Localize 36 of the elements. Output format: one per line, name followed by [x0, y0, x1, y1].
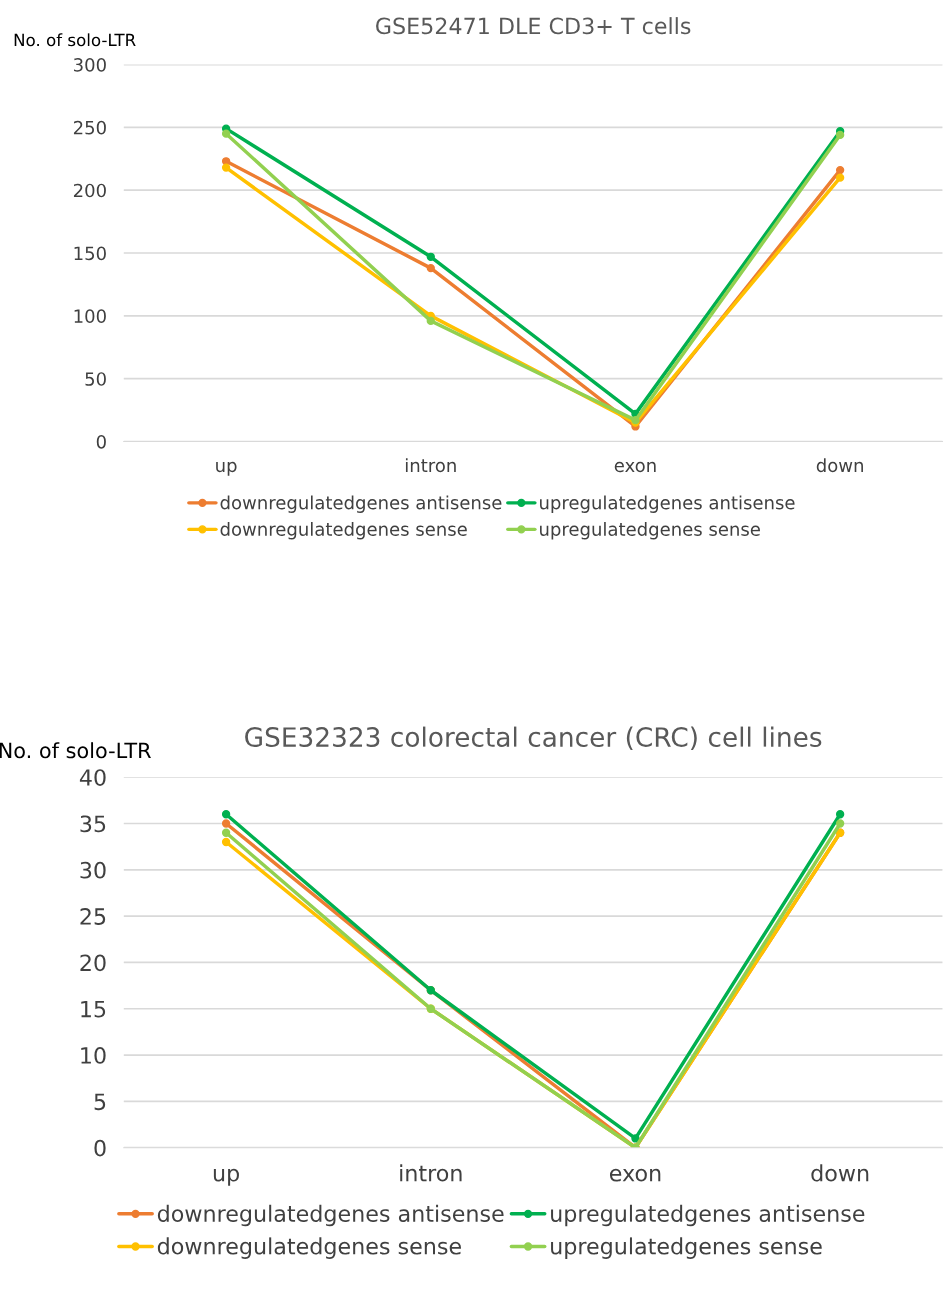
x-tick-label: exon	[614, 461, 656, 473]
y-tick-label: 150	[74, 246, 106, 261]
x-tick-label: exon	[609, 1168, 661, 1182]
y-tick-label: 40	[79, 769, 106, 786]
y-tick-label: 30	[80, 861, 106, 879]
chart-title: GSE32323 colorectal cancer (CRC) cell lines	[245, 726, 822, 751]
legend-label: downregulatedgenes antisense	[220, 495, 502, 513]
legend-label: upregulatedgenes sense	[540, 521, 760, 540]
y-tick-label: 100	[74, 309, 106, 323]
x-tick-label: up	[216, 461, 237, 476]
legend-label: upregulatedgenes antisense	[540, 495, 795, 513]
legend-label: upregulatedgenes sense	[551, 1237, 822, 1259]
y-tick-label: 0	[94, 1139, 106, 1157]
legend-label: downregulatedgenes sense	[157, 1237, 461, 1259]
y-tick-label: 200	[73, 183, 106, 198]
chart-title: GSE52471 DLE CD3+ T cells	[376, 17, 691, 35]
x-tick-label: down	[816, 458, 863, 473]
x-tick-label: intron	[400, 1164, 462, 1182]
x-tick-label: down	[811, 1164, 869, 1182]
y-tick-label: 300	[74, 58, 106, 72]
y-axis-title: No. of solo-LTR	[14, 33, 136, 47]
y-tick-label: 5	[94, 1093, 106, 1111]
x-tick-label: intron	[405, 458, 456, 473]
legend-label: downregulatedgenes antisense	[157, 1204, 504, 1227]
y-tick-label: 250	[73, 120, 106, 135]
legend-label: upregulatedgenes antisense	[551, 1204, 865, 1227]
y-tick-label: 25	[80, 908, 106, 925]
y-tick-label: 50	[85, 372, 106, 386]
y-tick-label: 0	[96, 434, 106, 449]
y-axis-title: No. of solo-LTR	[0, 742, 151, 759]
y-tick-label: 15	[81, 1001, 106, 1018]
x-tick-label: up	[213, 1168, 239, 1186]
y-tick-label: 20	[80, 954, 106, 972]
y-tick-label: 10	[81, 1047, 106, 1064]
legend-label: downregulatedgenes sense	[220, 521, 467, 540]
y-tick-label: 35	[80, 815, 106, 833]
